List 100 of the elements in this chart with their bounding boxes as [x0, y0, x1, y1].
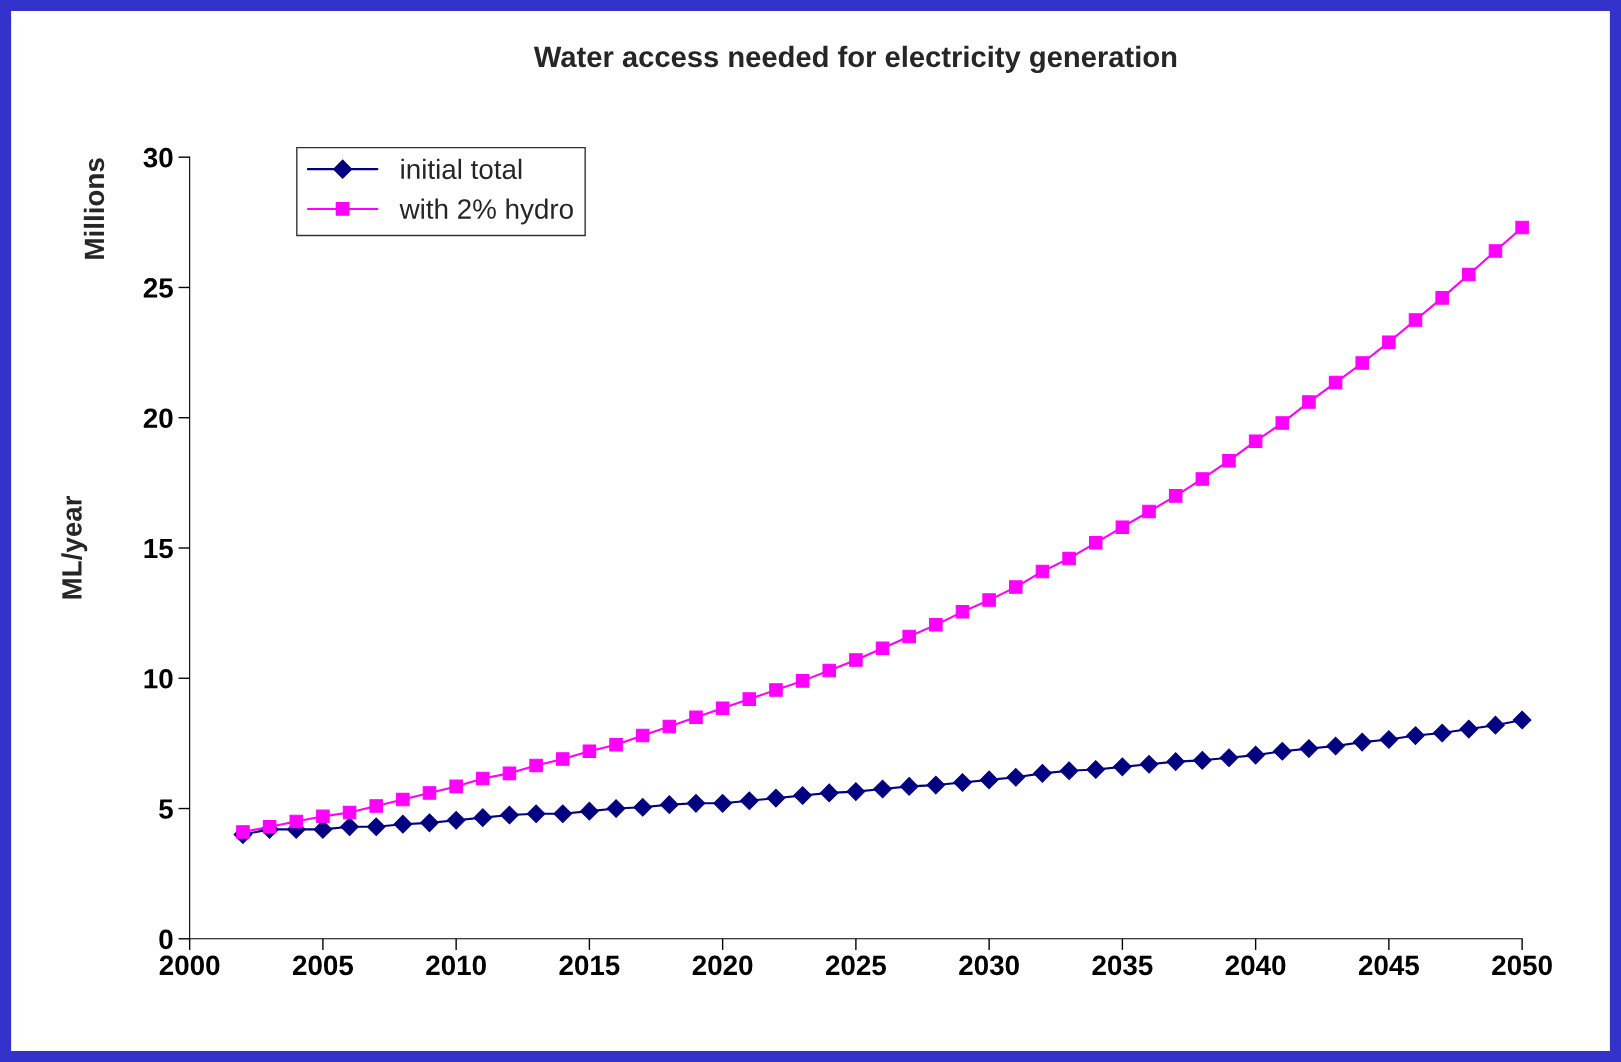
- y-axis-title: ML/year: [61, 495, 88, 599]
- point: [1006, 767, 1026, 787]
- point: [742, 692, 757, 706]
- point: [873, 779, 892, 799]
- point: [1432, 723, 1452, 743]
- point: [795, 674, 810, 688]
- point: [1275, 416, 1290, 430]
- point: [1195, 472, 1210, 486]
- point: [1168, 489, 1183, 503]
- y-tick-label: 15: [144, 538, 173, 559]
- point: [982, 593, 996, 607]
- point: [1512, 710, 1532, 730]
- point: [689, 710, 703, 725]
- point: [1113, 757, 1132, 777]
- point: [1299, 739, 1319, 758]
- point: [1272, 741, 1292, 761]
- point: [393, 814, 413, 834]
- point: [476, 771, 490, 786]
- legend-label: with 2% hydro: [399, 198, 573, 225]
- point: [1435, 291, 1449, 305]
- point: [1462, 267, 1476, 282]
- point: [633, 797, 653, 817]
- point: [1352, 732, 1372, 752]
- point: [289, 814, 304, 829]
- point: [1222, 453, 1236, 468]
- point: [1088, 536, 1103, 550]
- point: [473, 808, 493, 828]
- point: [766, 788, 786, 808]
- chart-title: Water access needed for electricity generation: [533, 45, 1177, 74]
- point: [342, 805, 357, 820]
- point: [1355, 356, 1369, 370]
- point: [366, 817, 386, 837]
- point: [1382, 335, 1396, 349]
- point: [1248, 434, 1263, 448]
- text: Millions: [83, 158, 105, 259]
- point: [1009, 580, 1023, 594]
- x-tick-label: 2050: [1492, 955, 1552, 976]
- point: [926, 775, 946, 795]
- point: [739, 791, 759, 811]
- point: [1166, 752, 1186, 771]
- point: [1459, 719, 1479, 739]
- point: [1328, 375, 1343, 390]
- point: [1302, 395, 1316, 409]
- point: [1246, 745, 1265, 765]
- point: [553, 804, 573, 824]
- y-tick-label: 10: [144, 668, 173, 689]
- point: [340, 817, 359, 837]
- point: [1408, 313, 1423, 327]
- y-tick-label: 25: [143, 278, 173, 298]
- x-tick-label: 2040: [1225, 955, 1286, 976]
- x-tick-label: 2025: [825, 955, 887, 976]
- point: [580, 801, 599, 821]
- point: [1139, 754, 1159, 774]
- point: [529, 758, 543, 773]
- x-tick-label: 2005: [292, 955, 354, 976]
- point: [1062, 551, 1076, 566]
- point: [635, 728, 650, 743]
- point: [1142, 504, 1156, 519]
- y-tick-label: 5: [159, 799, 173, 819]
- point: [822, 663, 837, 678]
- point: [316, 809, 330, 824]
- point: [502, 766, 517, 781]
- point: [849, 653, 863, 667]
- point: [449, 779, 463, 794]
- point: [979, 770, 999, 790]
- point: [1515, 220, 1529, 235]
- x-tick-label: 2020: [692, 955, 753, 976]
- point: [526, 804, 546, 824]
- point: [1326, 736, 1345, 756]
- point: [609, 737, 623, 752]
- point: [1035, 564, 1050, 579]
- point: [686, 793, 706, 813]
- point: [500, 805, 519, 825]
- point: [422, 786, 437, 800]
- point: [1192, 750, 1212, 770]
- point: [846, 782, 866, 801]
- point: [1219, 748, 1239, 768]
- legend-label: initial total: [401, 158, 522, 180]
- point: [713, 793, 732, 813]
- point: [396, 792, 410, 807]
- point: [953, 773, 972, 792]
- point: [1059, 761, 1079, 781]
- y-tick-label: 20: [143, 408, 173, 429]
- point: [555, 752, 570, 766]
- x-tick-label: 2035: [1092, 955, 1153, 976]
- point: [955, 605, 970, 619]
- point: [313, 820, 333, 839]
- point: [769, 683, 783, 697]
- x-tick-label: 2015: [559, 955, 620, 976]
- point: [929, 618, 943, 632]
- point: [875, 641, 890, 656]
- point: [582, 744, 597, 758]
- point: [899, 777, 919, 796]
- point: [1406, 726, 1425, 745]
- point: [1488, 244, 1503, 258]
- point: [659, 795, 679, 814]
- point: [606, 799, 626, 818]
- point: [1086, 760, 1106, 779]
- point: [902, 629, 916, 644]
- point: [715, 701, 730, 715]
